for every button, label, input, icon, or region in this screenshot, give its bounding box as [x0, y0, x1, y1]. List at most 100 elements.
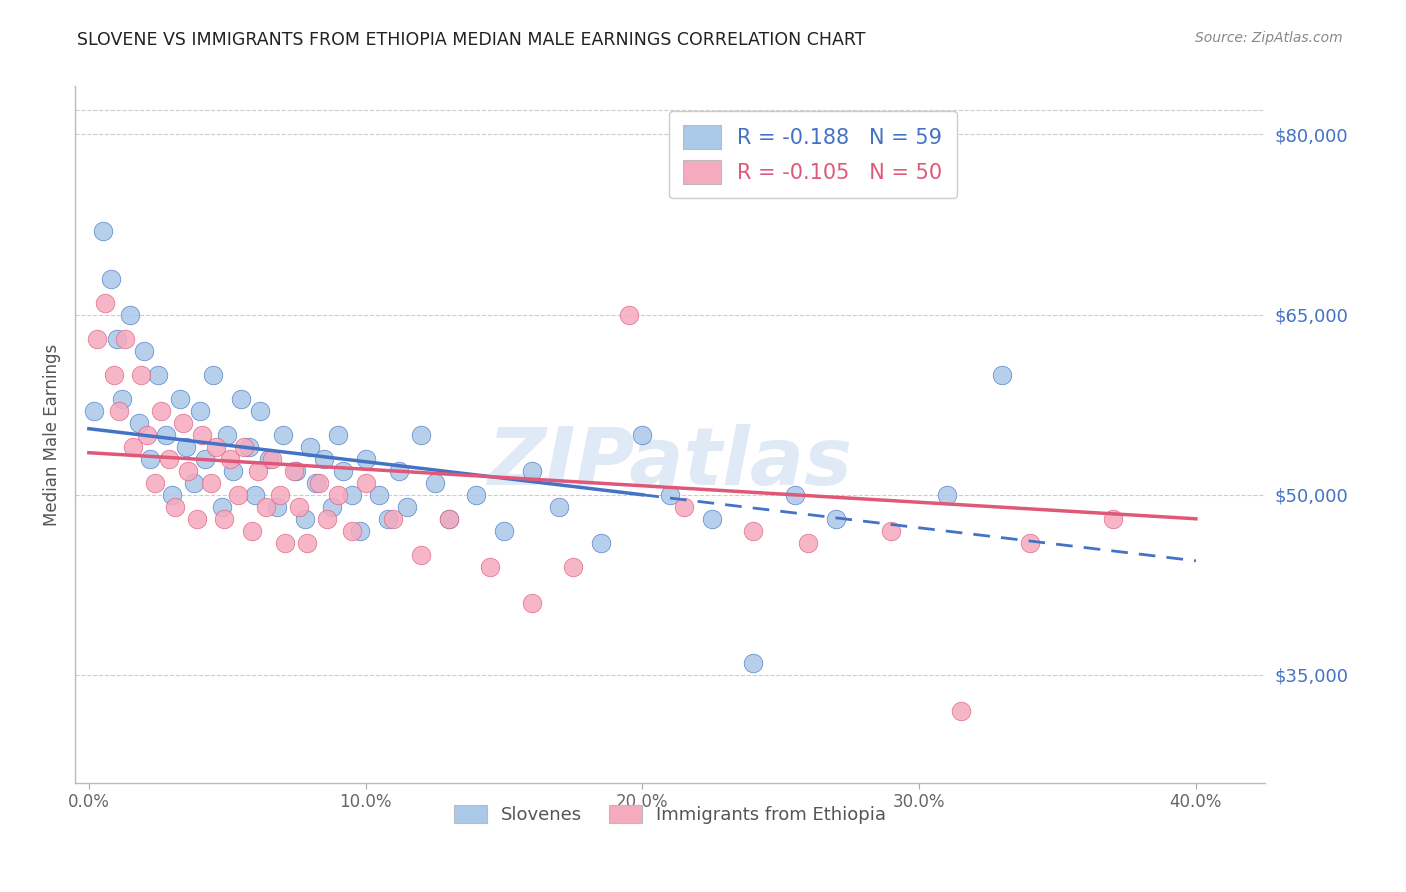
Point — [91, 223, 114, 237]
Point — [368, 488, 391, 502]
Point — [111, 392, 134, 406]
Point — [409, 548, 432, 562]
Point — [131, 368, 153, 382]
Point — [260, 451, 283, 466]
Point — [211, 500, 233, 514]
Point — [294, 512, 316, 526]
Point — [200, 475, 222, 490]
Point — [617, 308, 640, 322]
Y-axis label: Median Male Earnings: Median Male Earnings — [44, 343, 60, 525]
Text: Source: ZipAtlas.com: Source: ZipAtlas.com — [1195, 31, 1343, 45]
Text: SLOVENE VS IMMIGRANTS FROM ETHIOPIA MEDIAN MALE EARNINGS CORRELATION CHART: SLOVENE VS IMMIGRANTS FROM ETHIOPIA MEDI… — [77, 31, 866, 49]
Point — [266, 500, 288, 514]
Point — [240, 524, 263, 538]
Point — [321, 500, 343, 514]
Point — [257, 451, 280, 466]
Point — [100, 271, 122, 285]
Point — [1018, 536, 1040, 550]
Point — [783, 488, 806, 502]
Point — [169, 392, 191, 406]
Point — [297, 536, 319, 550]
Point — [105, 332, 128, 346]
Point — [149, 403, 172, 417]
Point — [271, 427, 294, 442]
Point — [340, 524, 363, 538]
Point — [880, 524, 903, 538]
Point — [382, 512, 405, 526]
Point — [315, 512, 337, 526]
Point — [174, 440, 197, 454]
Point — [103, 368, 125, 382]
Point — [377, 512, 399, 526]
Point — [191, 427, 214, 442]
Point — [349, 524, 371, 538]
Point — [700, 512, 723, 526]
Point — [86, 332, 108, 346]
Point — [742, 524, 765, 538]
Point — [194, 451, 217, 466]
Point — [332, 464, 354, 478]
Point — [177, 464, 200, 478]
Point — [157, 451, 180, 466]
Point — [122, 440, 145, 454]
Point — [991, 368, 1014, 382]
Point — [155, 427, 177, 442]
Point — [205, 440, 228, 454]
Point — [548, 500, 571, 514]
Point — [143, 475, 166, 490]
Point — [589, 536, 612, 550]
Point — [83, 403, 105, 417]
Point — [188, 403, 211, 417]
Point — [229, 392, 252, 406]
Point — [465, 488, 488, 502]
Point — [520, 596, 543, 610]
Point — [437, 512, 460, 526]
Point — [299, 440, 322, 454]
Point — [742, 656, 765, 670]
Point — [163, 500, 186, 514]
Point — [285, 464, 308, 478]
Point — [269, 488, 291, 502]
Point — [672, 500, 695, 514]
Point — [520, 464, 543, 478]
Point — [797, 536, 820, 550]
Point — [340, 488, 363, 502]
Point — [825, 512, 848, 526]
Point — [437, 512, 460, 526]
Point — [128, 416, 150, 430]
Point — [186, 512, 208, 526]
Point — [288, 500, 311, 514]
Point — [108, 403, 131, 417]
Point — [354, 451, 377, 466]
Point — [326, 488, 349, 502]
Point — [274, 536, 297, 550]
Point — [202, 368, 225, 382]
Point — [949, 704, 972, 718]
Point — [249, 403, 271, 417]
Point — [160, 488, 183, 502]
Point — [219, 451, 242, 466]
Point — [283, 464, 305, 478]
Point — [314, 451, 336, 466]
Point — [396, 500, 419, 514]
Point — [409, 427, 432, 442]
Point — [134, 343, 156, 358]
Point — [138, 451, 160, 466]
Point — [246, 464, 269, 478]
Point — [423, 475, 446, 490]
Point — [226, 488, 249, 502]
Point — [172, 416, 194, 430]
Point — [214, 512, 236, 526]
Point — [562, 559, 585, 574]
Point — [254, 500, 277, 514]
Point — [388, 464, 411, 478]
Point — [492, 524, 515, 538]
Point — [243, 488, 266, 502]
Point — [935, 488, 957, 502]
Point — [183, 475, 205, 490]
Point — [326, 427, 349, 442]
Point — [659, 488, 682, 502]
Point — [479, 559, 502, 574]
Point — [120, 308, 142, 322]
Point — [94, 295, 117, 310]
